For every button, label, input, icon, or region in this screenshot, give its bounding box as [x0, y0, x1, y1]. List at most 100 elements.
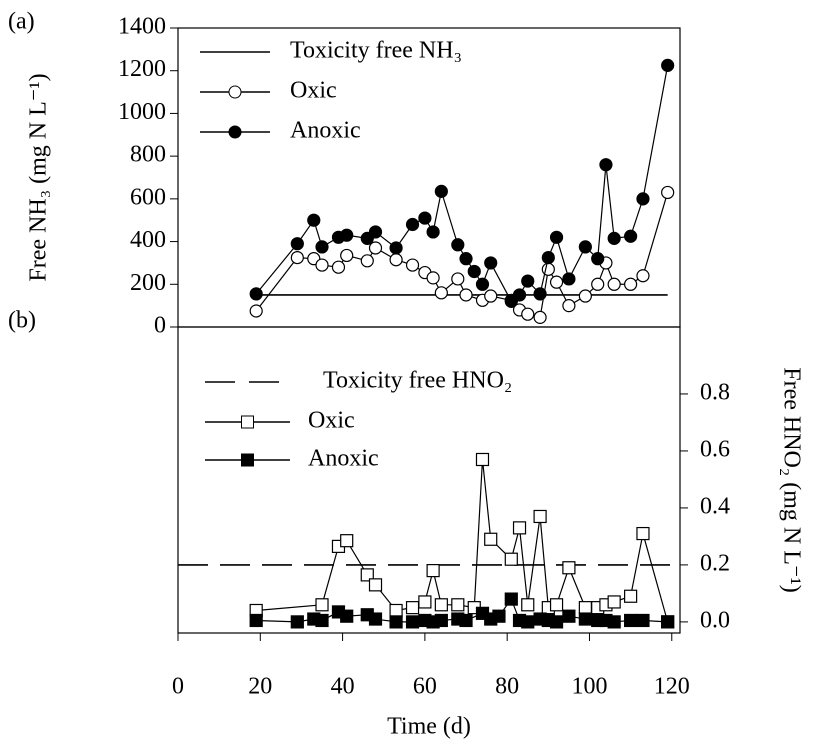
marker — [389, 253, 403, 267]
y-tick-label: 0.0 — [700, 607, 730, 633]
marker — [636, 526, 650, 541]
marker — [504, 552, 518, 566]
legend-label: Anoxic — [308, 446, 379, 472]
marker — [307, 213, 321, 227]
marker — [467, 264, 481, 279]
marker — [368, 578, 383, 592]
marker — [484, 532, 498, 546]
marker — [368, 612, 383, 626]
marker — [389, 615, 403, 629]
marker — [636, 192, 650, 206]
marker — [315, 240, 329, 254]
marker — [290, 237, 304, 251]
marker — [578, 240, 592, 254]
marker — [521, 598, 535, 612]
y-tick-label: 1000 — [118, 99, 166, 125]
marker — [459, 288, 473, 302]
marker — [475, 277, 490, 291]
marker — [368, 225, 383, 239]
marker — [636, 613, 650, 628]
marker — [562, 609, 576, 623]
marker — [475, 452, 490, 467]
marker — [360, 568, 374, 582]
marker — [405, 217, 420, 232]
marker — [340, 534, 354, 548]
y-tick-label: 0.2 — [700, 550, 730, 576]
marker — [360, 254, 374, 268]
legend-marker — [241, 453, 254, 467]
x-tick-label: 60 — [413, 674, 437, 700]
marker — [562, 299, 576, 313]
legend-label: Toxicity free HNO₂ — [323, 368, 512, 394]
y-tick-label: 200 — [130, 270, 166, 296]
marker — [521, 307, 535, 321]
marker — [578, 612, 592, 626]
marker — [405, 258, 420, 272]
y-tick-label: 1400 — [118, 14, 166, 40]
marker — [492, 609, 506, 623]
plot-frame — [177, 326, 681, 634]
marker — [331, 260, 346, 274]
marker — [599, 158, 613, 172]
marker — [578, 601, 592, 615]
marker — [426, 271, 440, 285]
marker — [434, 598, 448, 612]
x-tick-label: 100 — [571, 674, 607, 700]
y-axis-label: Free HNO₂ (mg N L⁻¹) — [778, 367, 804, 593]
marker — [591, 252, 605, 266]
marker — [549, 598, 564, 612]
marker — [661, 58, 675, 72]
marker — [290, 250, 304, 265]
marker — [459, 613, 473, 628]
marker — [434, 286, 448, 300]
marker — [512, 521, 527, 535]
marker — [340, 248, 354, 263]
x-tick-label: 40 — [331, 674, 355, 700]
marker — [607, 615, 621, 629]
y-axis-label: Free NH₃ (mg N L⁻¹) — [26, 73, 52, 281]
y-tick-label: 0.4 — [700, 493, 730, 519]
marker — [434, 613, 448, 628]
marker — [636, 269, 650, 283]
marker — [434, 184, 448, 198]
marker — [624, 589, 638, 603]
marker — [418, 595, 432, 609]
legend-marker — [228, 85, 242, 99]
y-tick-label: 400 — [130, 227, 166, 253]
marker — [549, 615, 564, 629]
x-axis-label: Time (d) — [387, 714, 471, 740]
marker — [533, 509, 547, 524]
legend-label: Anoxic — [290, 118, 361, 144]
marker — [549, 275, 564, 289]
legend-label: Toxicity free NH₃ — [290, 38, 462, 64]
y-tick-label: 0 — [154, 313, 166, 339]
x-tick-label: 120 — [654, 674, 690, 700]
marker — [533, 310, 547, 324]
legend-marker — [228, 125, 242, 139]
marker — [340, 609, 354, 623]
marker — [451, 238, 465, 252]
marker — [504, 592, 518, 606]
legend-label: Oxic — [290, 78, 337, 104]
marker — [315, 258, 329, 272]
x-tick-label: 20 — [248, 674, 272, 700]
marker — [484, 289, 498, 303]
marker — [578, 289, 592, 303]
marker — [426, 225, 440, 239]
legend-label: Oxic — [308, 408, 355, 434]
marker — [541, 250, 555, 265]
marker — [451, 598, 465, 612]
marker — [459, 252, 473, 266]
marker — [562, 272, 576, 286]
marker — [661, 615, 675, 629]
marker — [405, 615, 420, 629]
marker — [624, 229, 638, 243]
marker — [405, 601, 420, 615]
y-tick-label: 0.6 — [700, 436, 730, 462]
marker — [607, 277, 621, 291]
marker — [315, 613, 329, 628]
marker — [249, 613, 263, 628]
y-tick-label: 600 — [130, 184, 166, 210]
marker — [249, 304, 263, 318]
